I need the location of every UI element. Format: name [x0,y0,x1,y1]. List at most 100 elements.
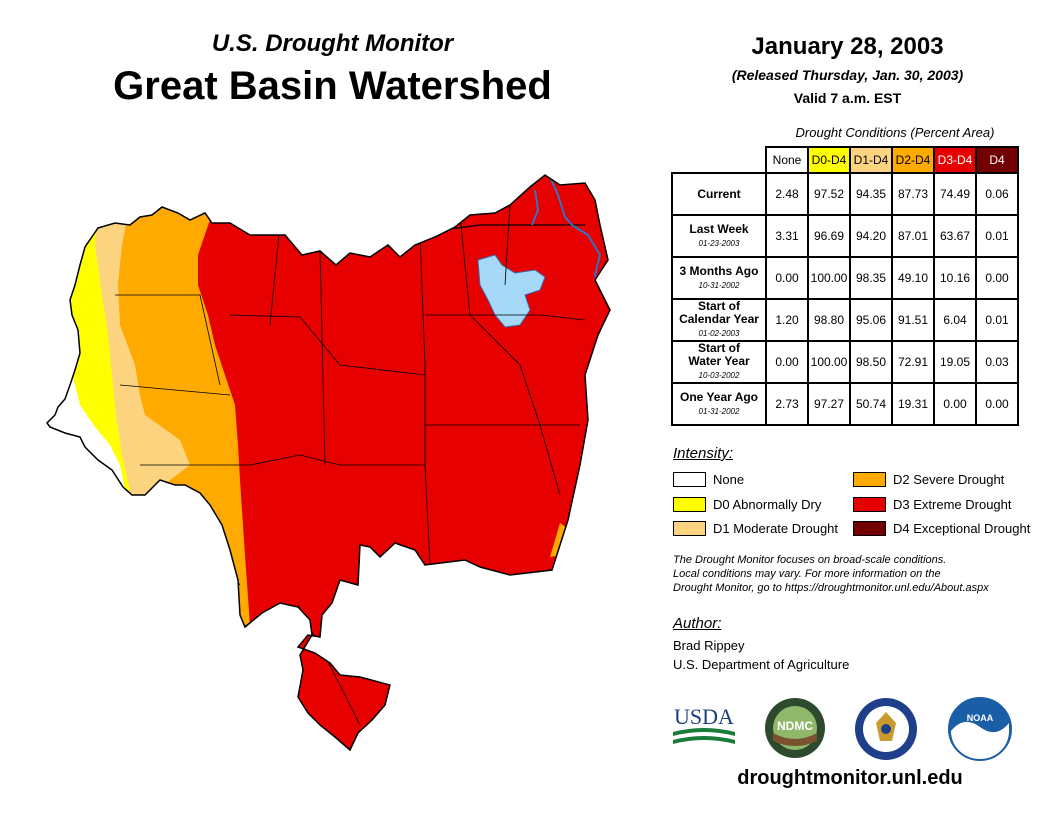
row-date: 01-31-2002 [698,406,740,416]
note-line: Local conditions may vary. For more info… [673,568,941,580]
table-cell: 100.00 [807,340,851,384]
table-row: One Year Ago 01-31-2002 2.73 97.27 50.74 19.3… [671,382,1019,426]
usda-logo-text: USDA [674,704,734,729]
table-cell: 19.31 [891,382,935,426]
table-cell: 98.80 [807,298,851,342]
row-label: One Year Ago [679,389,759,404]
row-date: 10-31-2002 [698,280,740,290]
table-cell: 1.20 [765,298,809,342]
author-org: U.S. Department of Agriculture [673,657,850,672]
col-header: D4 [975,146,1019,174]
row-header: 3 Months Ago 10-31-2002 [671,256,767,300]
table-cell: 0.06 [975,172,1019,216]
legend-swatch [853,497,886,512]
table-cell: 100.00 [807,256,851,300]
legend-swatch [853,472,886,487]
legend-item-d4: D4 Exceptional Drought [853,520,1030,537]
author-heading: Author: [673,615,722,632]
row-date: 10-03-2002 [698,371,740,380]
legend-item-d2: D2 Severe Drought [853,471,1004,488]
table-header-row: None D0-D4 D1-D4 D2-D4 D3-D4 D4 [672,146,1019,174]
note-line: The Drought Monitor focuses on broad-sca… [673,554,947,566]
noaa-logo-text: NOAA [967,713,994,723]
table-cell: 94.35 [849,172,893,216]
legend-item-d1: D1 Moderate Drought [673,520,838,537]
col-header: D0-D4 [807,146,851,174]
legend-label: D3 Extreme Drought [893,497,1012,512]
table-cell: 0.00 [975,256,1019,300]
col-header: D1-D4 [849,146,893,174]
legend-label: D0 Abnormally Dry [713,497,822,512]
legend-title: Intensity: [673,445,734,462]
noaa-logo: NOAA [948,697,1012,761]
legend-label: D4 Exceptional Drought [893,521,1031,536]
drought-conditions-table: None D0-D4 D1-D4 D2-D4 D3-D4 D4 Current 2… [671,146,1019,426]
site-url: droughtmonitor.unl.edu [737,767,963,789]
table-cell: 72.91 [891,340,935,384]
legend-swatch [673,497,706,512]
table-cell: 63.67 [933,214,977,258]
release-date: (Released Thursday, Jan. 30, 2003) [731,67,964,83]
map-date: January 28, 2003 [751,33,944,60]
row-label: 3 Months Ago [679,263,759,278]
table-cell: 0.00 [933,382,977,426]
col-header: D3-D4 [933,146,977,174]
table-cell: 95.06 [849,298,893,342]
table-row: 3 Months Ago 10-31-2002 0.00 100.00 98.35 49.… [671,256,1019,300]
row-header: Last Week 01-23-2003 [671,214,767,258]
row-label: Start of Calendar Year [679,299,759,326]
table-cell: 0.00 [975,382,1019,426]
table-row: Current 2.48 97.52 94.35 87.73 74.49 0.06 [671,172,1019,216]
row-label: Start of Water Year [688,341,750,368]
row-date: 01-23-2003 [698,238,740,248]
table-cell: 97.52 [807,172,851,216]
note-line: Drought Monitor, go to https://droughtmo… [673,582,989,594]
map-title: Great Basin Watershed [113,64,552,108]
row-header: One Year Ago 01-31-2002 [671,382,767,426]
table-row: Last Week 01-23-2003 3.31 96.69 94.20 87.01 63… [671,214,1019,258]
table-cell: 0.00 [765,340,809,384]
row-date: 01-02-2003 [698,329,740,338]
commerce-seal-logo [855,698,917,760]
valid-time: Valid 7 a.m. EST [793,90,902,106]
table-cell: 0.00 [765,256,809,300]
table-cell: 98.35 [849,256,893,300]
table-cell: 50.74 [849,382,893,426]
table-cell: 49.10 [891,256,935,300]
legend-label: None [713,472,745,487]
legend-item-d0: D0 Abnormally Dry [673,496,821,513]
row-label: Last Week [689,221,749,236]
table-cell: 2.73 [765,382,809,426]
legend-label: D2 Severe Drought [893,472,1005,487]
table-cell: 0.01 [975,214,1019,258]
ndmc-logo: NDMC [765,698,825,758]
table-row: Start of Water Year 10-03-2002 0.00 100.00 9… [671,340,1019,384]
table-caption: Drought Conditions (Percent Area) [795,125,995,140]
table-cell: 0.03 [975,340,1019,384]
author-name: Brad Rippey [673,638,745,653]
table-cell: 74.49 [933,172,977,216]
row-header: Start of Calendar Year 01-02-2003 [671,298,767,342]
disclaimer-note: The Drought Monitor focuses on broad-sca… [673,553,1043,595]
table-cell: 94.20 [849,214,893,258]
legend-item-d3: D3 Extreme Drought [853,496,1012,513]
col-header: D2-D4 [891,146,935,174]
legend-item-none: None [673,471,744,488]
legend-swatch [853,521,886,536]
col-header: None [765,146,809,174]
table-cell: 91.51 [891,298,935,342]
usda-logo: USDA [673,704,735,744]
row-header: Current [671,172,767,216]
table-cell: 2.48 [765,172,809,216]
legend-label: D1 Moderate Drought [713,521,839,536]
table-cell: 96.69 [807,214,851,258]
row-label: Current [697,186,741,201]
table-cell: 87.73 [891,172,935,216]
legend-swatch [673,521,706,536]
table-cell: 3.31 [765,214,809,258]
table-cell: 6.04 [933,298,977,342]
table-cell: 19.05 [933,340,977,384]
table-corner [672,147,766,173]
table-row: Start of Calendar Year 01-02-2003 1.20 98.8… [671,298,1019,342]
table-cell: 0.01 [975,298,1019,342]
